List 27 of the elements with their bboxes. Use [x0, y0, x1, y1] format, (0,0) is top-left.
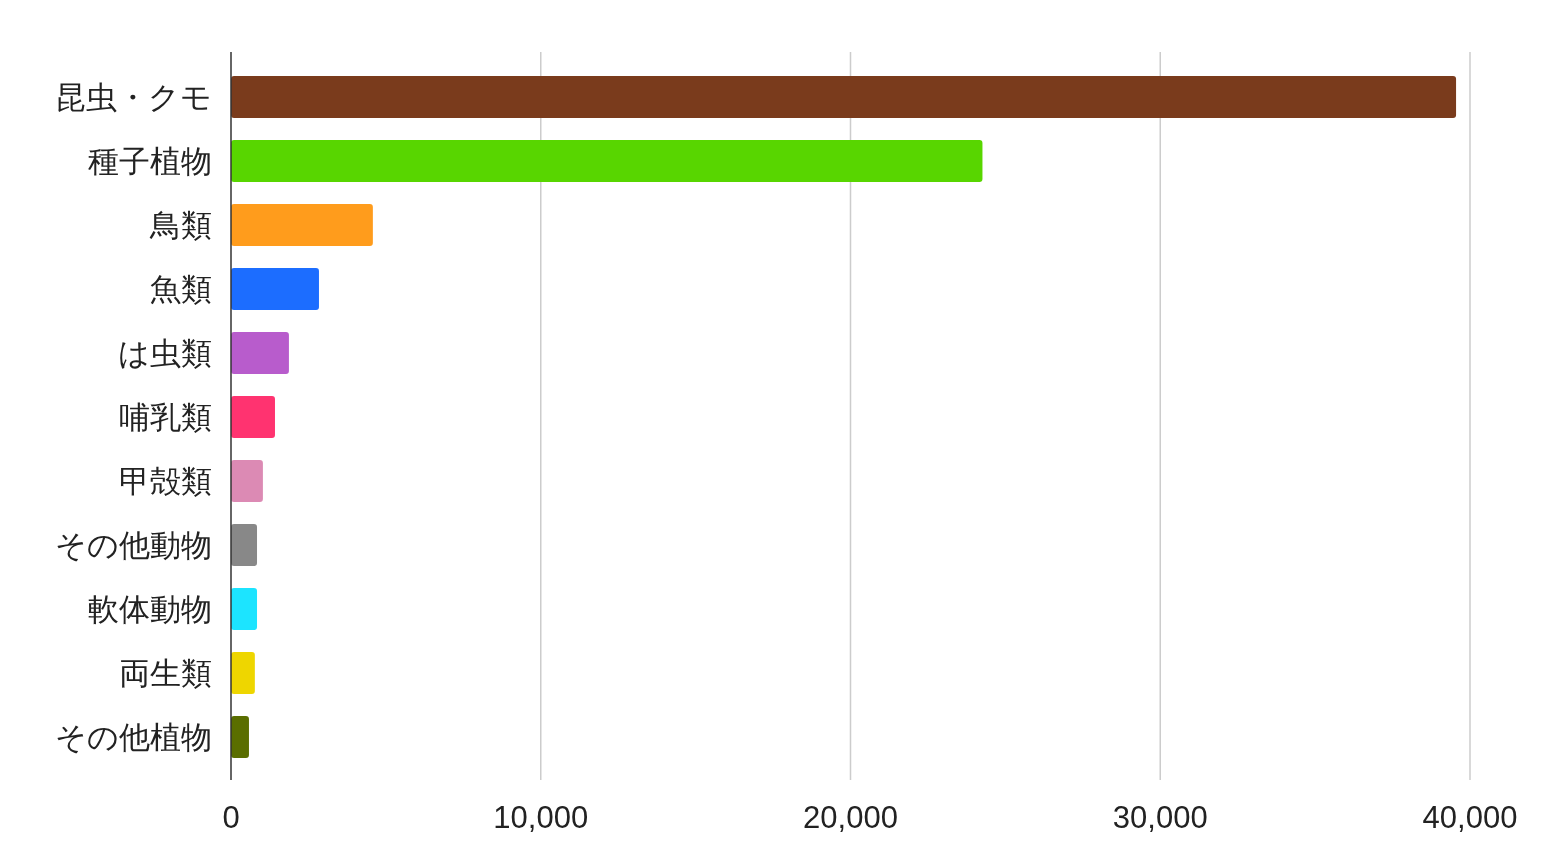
x-tick-label: 30,000 [1112, 800, 1208, 835]
bar [231, 396, 275, 438]
bar [231, 588, 258, 630]
bar [231, 716, 249, 758]
x-tick-label: 10,000 [493, 800, 589, 835]
y-tick-label: その他植物 [55, 719, 212, 755]
y-tick-label: 両生類 [119, 655, 212, 691]
y-tick-label: 鳥類 [149, 207, 212, 243]
y-tick-label: その他動物 [55, 527, 212, 563]
y-tick-label: 甲殻類 [119, 463, 212, 499]
bar [231, 524, 258, 566]
bar [231, 332, 289, 374]
y-tick-label: 哺乳類 [119, 399, 212, 435]
bar [231, 268, 319, 310]
bar [231, 76, 1457, 118]
bar [231, 652, 255, 694]
y-tick-label: は虫類 [118, 335, 212, 371]
bar [231, 140, 983, 182]
y-tick-label: 魚類 [150, 271, 212, 307]
y-tick-label: 軟体動物 [88, 591, 212, 627]
x-tick-label: 0 [222, 800, 240, 835]
y-tick-label: 種子植物 [88, 143, 212, 179]
x-tick-label: 20,000 [803, 800, 898, 835]
bar [231, 460, 263, 502]
bar [231, 204, 373, 246]
y-tick-label: 昆虫・クモ [55, 79, 212, 115]
x-tick-label: 40,000 [1422, 800, 1518, 835]
